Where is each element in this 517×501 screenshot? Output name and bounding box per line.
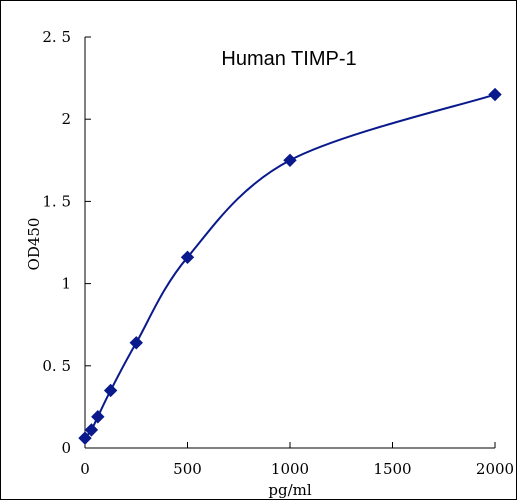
x-tick-label: 500 (173, 460, 202, 478)
x-axis-title: pg/ml (268, 481, 311, 499)
x-tick-label: 0 (80, 460, 90, 478)
y-tick-label: 2 (61, 110, 71, 128)
data-point (84, 423, 99, 437)
data-point (91, 410, 105, 424)
y-tick-label: 0 (61, 439, 71, 457)
y-tick-label: 0. 5 (42, 357, 71, 375)
data-point (488, 87, 502, 102)
data-point (78, 431, 92, 445)
y-tick-label: 2. 5 (42, 28, 71, 46)
y-tick-label: 1. 5 (42, 192, 71, 210)
data-point (129, 336, 143, 350)
data-point (283, 153, 297, 168)
x-tick-label: 1000 (271, 460, 309, 478)
y-tick-label: 1 (61, 275, 71, 293)
chart-title: Human TIMP-1 (221, 48, 356, 70)
data-point (180, 250, 195, 265)
series-line (84, 93, 496, 439)
y-axis-title: OD450 (25, 218, 43, 271)
data-point (103, 383, 118, 398)
x-tick-label: 1500 (373, 460, 411, 478)
x-tick-label: 2000 (476, 460, 514, 478)
